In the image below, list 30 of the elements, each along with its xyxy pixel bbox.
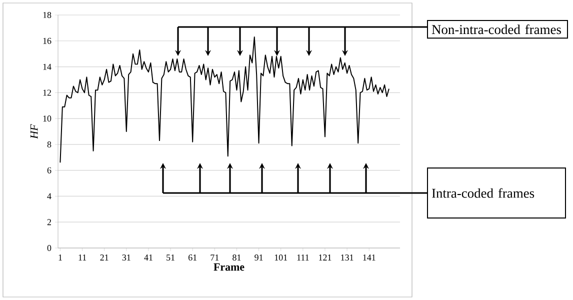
x-tick-label: 71 [210,254,219,260]
y-tick-label: 16 [43,38,52,44]
x-tick-label: 31 [122,254,130,261]
y-tick-label: 2 [47,219,51,226]
y-tick-label: 8 [47,141,52,148]
line-series [60,36,390,164]
y-axis-title: HF [30,124,38,139]
x-axis-title: Frame [214,263,244,271]
y-tick-label: 4 [47,193,52,200]
text: Non-intra-coded frames [432,24,561,34]
x-tick-label: 141 [363,254,376,260]
y-tick-label: 10 [43,116,52,122]
x-tick-label: 131 [341,254,354,261]
y-tick-label: 12 [43,90,51,96]
x-tick-label: 121 [319,254,332,260]
x-tick-label: 81 [232,254,241,261]
x-tick-label: 11 [78,254,86,260]
x-tick-label: 111 [297,254,309,260]
x-tick-label: 101 [274,254,288,261]
x-tick-label: 91 [254,254,263,261]
x-tick-label: 41 [144,254,152,260]
y-tick-label: 6 [47,167,52,174]
x-tick-label: 1 [58,254,62,260]
y-tick-label: 0 [47,244,52,252]
x-tick-label: 51 [166,254,174,261]
x-tick-label: 61 [188,254,197,261]
text: Intra-coded frames [432,188,534,198]
y-tick-label: 14 [43,64,52,70]
y-tick-label: 18 [43,12,52,18]
x-tick-label: 21 [100,254,108,260]
